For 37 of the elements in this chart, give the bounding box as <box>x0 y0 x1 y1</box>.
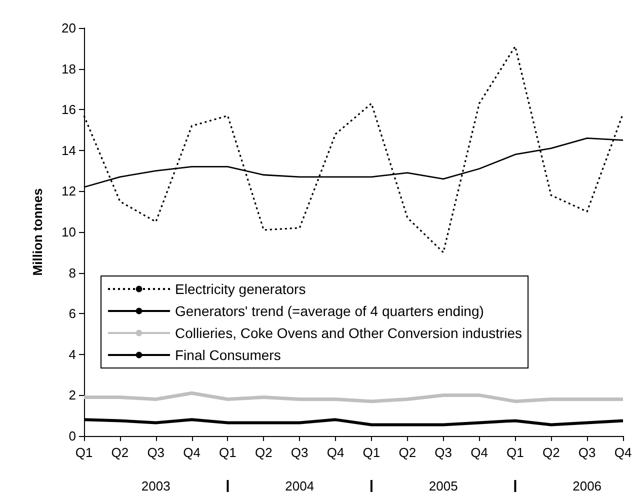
y-tick-label: 0 <box>68 428 76 444</box>
x-tick-label: Q2 <box>254 445 272 460</box>
text: 2004 <box>285 478 314 494</box>
y-axis-title: Million tonnes <box>30 188 45 276</box>
text: 2005 <box>428 478 458 494</box>
x-tick-label: Q2 <box>542 445 560 460</box>
x-tick-label: Q3 <box>290 445 308 460</box>
legend-label: Collieries, Coke Ovens and Other Conversion industries <box>175 325 522 341</box>
y-tick-label: 10 <box>62 224 76 240</box>
x-tick-label: Q4 <box>470 445 488 460</box>
x-tick-label: Q1 <box>506 445 524 460</box>
x-tick-label: Q3 <box>578 445 596 460</box>
x-tick-label: Q4 <box>614 445 632 460</box>
x-tick-label: Q4 <box>183 445 200 460</box>
y-tick-label: 8 <box>68 265 76 280</box>
y-tick-label: 20 <box>62 20 76 36</box>
text: 2006 <box>572 478 602 494</box>
y-tick-label: 4 <box>68 346 76 362</box>
line-series <box>82 391 625 404</box>
x-tick-label: Q3 <box>147 445 165 460</box>
y-tick-label: 12 <box>62 184 76 199</box>
x-tick-label: Q2 <box>398 445 416 460</box>
text: 2003 <box>141 478 170 494</box>
x-tick-label: Q1 <box>219 445 236 460</box>
y-tick-label: 18 <box>62 61 76 76</box>
y-tick-label: 2 <box>68 388 76 403</box>
legend-label: Generators' trend (=average of 4 quarters ending) <box>175 303 484 319</box>
y-tick-label: 14 <box>62 142 76 158</box>
legend-label: Final Consumers <box>175 347 281 363</box>
x-tick-label: Q3 <box>434 445 452 460</box>
y-tick-label: 6 <box>68 306 76 322</box>
x-tick-label: Q1 <box>362 445 380 460</box>
x-tick-label: Q1 <box>75 445 93 460</box>
x-tick-label: Q4 <box>326 445 344 460</box>
legend-label: Electricity generators <box>175 281 306 297</box>
y-tick-label: 16 <box>62 102 76 118</box>
x-tick-label: Q2 <box>111 445 129 460</box>
